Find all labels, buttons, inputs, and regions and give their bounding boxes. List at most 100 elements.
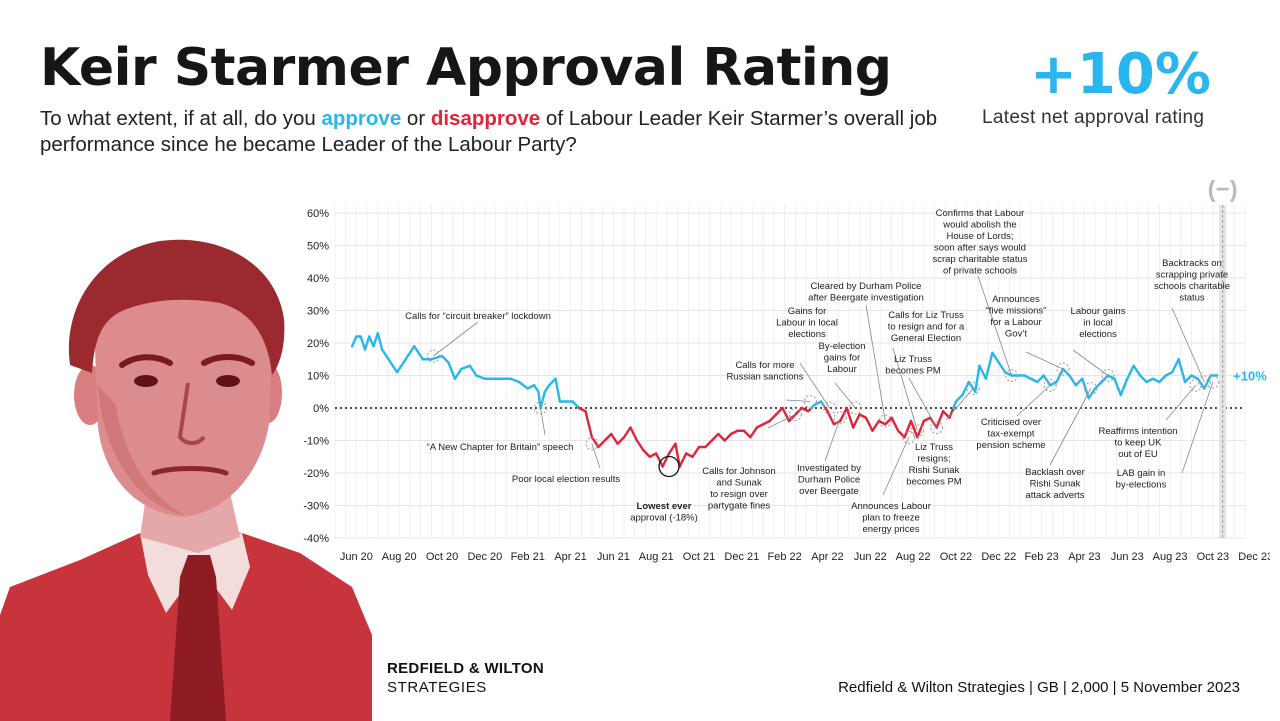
series-segment [554, 377, 562, 403]
series-segment [787, 413, 797, 423]
annotation-leader [865, 304, 886, 422]
series-segment [1158, 374, 1167, 384]
annotation-text: approval (-18%) [630, 513, 698, 524]
annotation-leader [834, 382, 856, 409]
series-segment [1087, 387, 1097, 400]
series-segment [584, 410, 594, 439]
annotation-text: Gains for [788, 306, 827, 317]
annotation-marker [1189, 378, 1203, 392]
series-segment [1113, 377, 1123, 397]
series-segment [654, 452, 664, 468]
series-segment [635, 439, 645, 452]
annotation-text: General Election [891, 333, 961, 344]
y-tick-label: 20% [307, 338, 329, 350]
annotation-text: Calls for Liz Truss [888, 310, 964, 321]
x-tick-label: Jun 23 [1111, 551, 1144, 563]
series-segment [1183, 374, 1193, 384]
y-tick-label: 40% [307, 273, 329, 285]
annotation-text: House of Lords; [946, 231, 1013, 242]
series-segment [447, 361, 457, 380]
annotation-leader [785, 399, 811, 402]
brand-subname: STRATEGIES [387, 679, 487, 696]
annotation-text: Liz Truss [915, 442, 953, 453]
annotation-text: Labour gains [1071, 306, 1126, 317]
series-segment [597, 439, 606, 449]
series-segment [1171, 358, 1180, 374]
annotation-text: partygate fines [708, 501, 771, 512]
annotation-text: Announces Labour [851, 501, 931, 512]
annotation-text: Calls for “circuit breaker” lockdown [405, 311, 551, 322]
series-segment [935, 410, 945, 429]
series-segment [363, 335, 371, 351]
series-segment [629, 426, 639, 442]
series-segment [404, 345, 416, 361]
annotation-leader [824, 417, 841, 462]
annotation-text: Gov’t [1005, 329, 1028, 340]
series-segment [896, 429, 906, 439]
series-segment [974, 364, 981, 393]
annotation-text: resigns; [917, 454, 950, 465]
annotation-text: Rishi Sunak [1030, 479, 1081, 490]
annotation-text: Russian sanctions [726, 372, 803, 383]
series-segment [642, 449, 651, 458]
annotation-text: and Sunak [716, 478, 762, 489]
question-text-start: To what extent, if at all, do you [40, 107, 322, 130]
x-tick-label: Feb 23 [1024, 551, 1058, 563]
y-tick-label: 0% [313, 403, 329, 415]
x-tick-label: Aug 22 [896, 551, 931, 563]
annotation-marker [1056, 362, 1070, 376]
annotation-marker [1101, 369, 1115, 382]
page-title: Keir Starmer Approval Rating [40, 38, 892, 98]
annotation-text: Cleared by Durham Police [811, 281, 922, 292]
annotation-text: schools charitable [1154, 281, 1230, 292]
series-segment [916, 419, 926, 439]
series-segment [661, 452, 671, 468]
annotation-text: becomes PM [885, 366, 941, 377]
annotation-marker [1206, 375, 1220, 389]
series-segment [991, 351, 1000, 364]
annotation-text: out of EU [1118, 449, 1158, 460]
series-segment [1138, 374, 1148, 384]
annotation-text: Backlash over [1025, 467, 1085, 478]
annotation-text: by-elections [1116, 480, 1167, 491]
x-tick-label: Dec 23 [1238, 551, 1270, 563]
annotation-marker [902, 430, 916, 444]
annotation-text: Rishi Sunak [909, 465, 960, 476]
annotation-marker [658, 455, 680, 478]
annotation-leader [1072, 349, 1109, 376]
series-segment [845, 406, 855, 429]
annotation-marker [833, 411, 847, 425]
series-segment [509, 377, 521, 384]
x-tick-label: Jun 21 [597, 551, 630, 563]
series-segment [539, 390, 547, 410]
series-segment [781, 406, 791, 423]
series-segment [430, 354, 444, 361]
series-segment [475, 374, 487, 380]
series-segment [954, 393, 964, 403]
annotation-leader [892, 347, 918, 431]
x-tick-label: Dec 22 [981, 551, 1016, 563]
series-segment [1081, 377, 1090, 400]
annotation-text: plan to freeze [862, 513, 920, 524]
series-segment [774, 406, 784, 416]
annotation-text: after Beergate investigation [808, 293, 924, 304]
series-segment [460, 364, 472, 371]
survey-question: To what extent, if at all, do you approv… [40, 106, 970, 158]
x-tick-label: Oct 20 [426, 551, 458, 563]
series-segment [871, 419, 881, 432]
annotation-text: LAB gain in [1117, 468, 1166, 479]
series-segment [1132, 364, 1142, 377]
y-tick-label: 50% [307, 241, 329, 253]
annotation-marker [823, 401, 837, 415]
series-segment [704, 439, 714, 449]
series-segment [1093, 380, 1103, 390]
annotation-text: to resign over [710, 489, 768, 500]
series-segment [961, 380, 970, 397]
annotation-text: Announces [992, 294, 1040, 305]
annotation-leader [1016, 384, 1051, 417]
annotation-text: Labour in local [776, 318, 838, 329]
series-segment [717, 432, 726, 442]
series-segment [359, 335, 367, 351]
y-tick-label: 30% [307, 306, 329, 318]
series-segment [978, 364, 988, 380]
